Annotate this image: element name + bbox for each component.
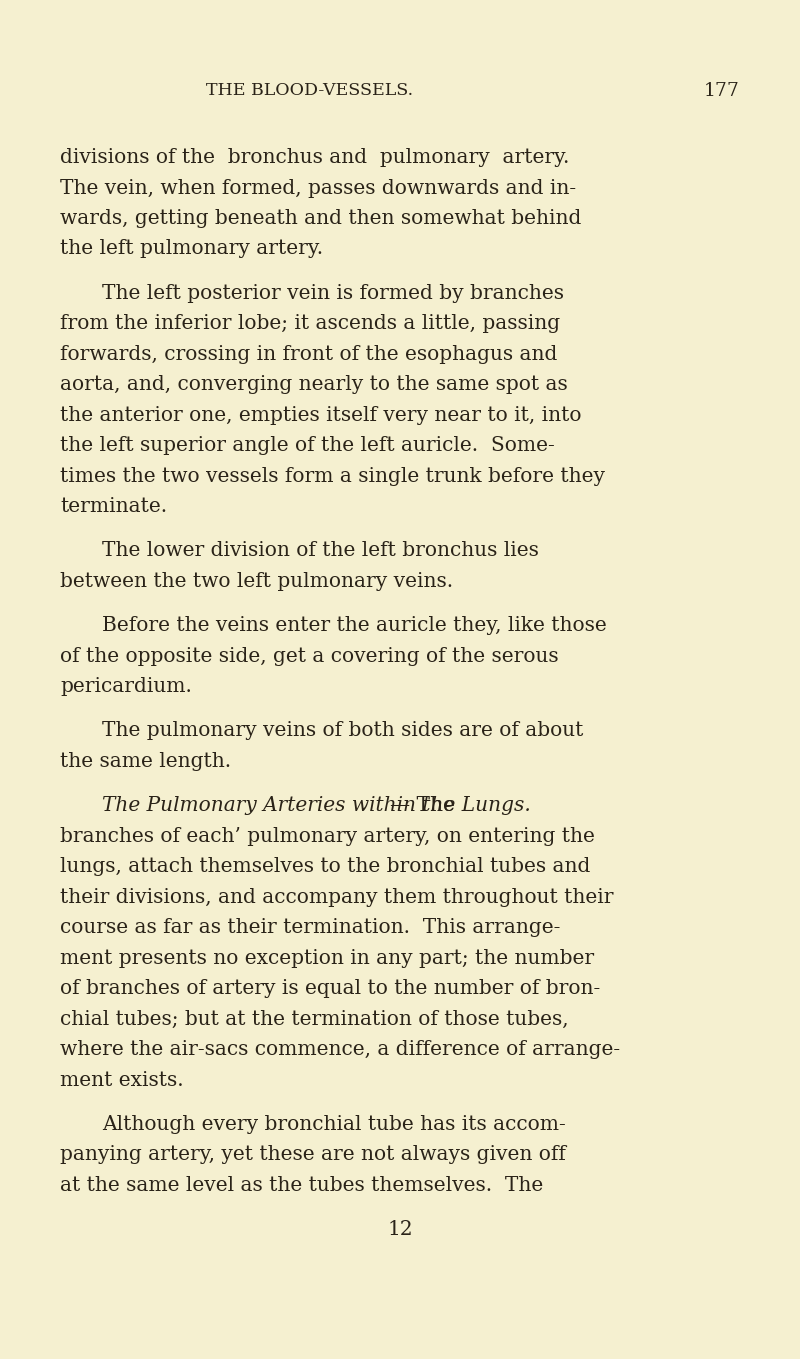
- Text: The Pulmonary Arteries within the Lungs.: The Pulmonary Arteries within the Lungs.: [102, 796, 530, 815]
- Text: times the two vessels form a single trunk before they: times the two vessels form a single trun…: [60, 466, 605, 485]
- Text: course as far as their termination.  This arrange-: course as far as their termination. This…: [60, 919, 560, 938]
- Text: of branches of artery is equal to the number of bron-: of branches of artery is equal to the nu…: [60, 978, 600, 998]
- Text: 12: 12: [387, 1220, 413, 1239]
- Text: terminate.: terminate.: [60, 497, 167, 516]
- Text: aorta, and, converging nearly to the same spot as: aorta, and, converging nearly to the sam…: [60, 375, 568, 394]
- Text: of the opposite side, get a covering of the serous: of the opposite side, get a covering of …: [60, 647, 558, 666]
- Text: Although every bronchial tube has its accom-: Although every bronchial tube has its ac…: [102, 1114, 566, 1133]
- Text: pericardium.: pericardium.: [60, 677, 192, 696]
- Text: — The: — The: [390, 796, 455, 815]
- Text: between the two left pulmonary veins.: between the two left pulmonary veins.: [60, 572, 453, 591]
- Text: branches of each’ pulmonary artery, on entering the: branches of each’ pulmonary artery, on e…: [60, 826, 595, 845]
- Text: The vein, when formed, passes downwards and in-: The vein, when formed, passes downwards …: [60, 178, 576, 197]
- Text: the left superior angle of the left auricle.  Some-: the left superior angle of the left auri…: [60, 436, 554, 455]
- Text: where the air-sacs commence, a difference of arrange-: where the air-sacs commence, a differenc…: [60, 1040, 620, 1059]
- Text: the same length.: the same length.: [60, 752, 231, 771]
- Text: 177: 177: [704, 82, 740, 101]
- Text: the left pulmonary artery.: the left pulmonary artery.: [60, 239, 323, 258]
- Text: ment exists.: ment exists.: [60, 1071, 184, 1090]
- Text: THE BLOOD-VESSELS.: THE BLOOD-VESSELS.: [206, 82, 414, 99]
- Text: chial tubes; but at the termination of those tubes,: chial tubes; but at the termination of t…: [60, 1010, 569, 1029]
- Text: divisions of the  bronchus and  pulmonary  artery.: divisions of the bronchus and pulmonary …: [60, 148, 570, 167]
- Text: lungs, attach themselves to the bronchial tubes and: lungs, attach themselves to the bronchia…: [60, 858, 590, 877]
- Text: The left posterior vein is formed by branches: The left posterior vein is formed by bra…: [102, 284, 564, 303]
- Text: forwards, crossing in front of the esophagus and: forwards, crossing in front of the esoph…: [60, 345, 558, 364]
- Text: from the inferior lobe; it ascends a little, passing: from the inferior lobe; it ascends a lit…: [60, 314, 560, 333]
- Text: Before the veins enter the auricle they, like those: Before the veins enter the auricle they,…: [102, 616, 606, 635]
- Text: The lower division of the left bronchus lies: The lower division of the left bronchus …: [102, 541, 539, 560]
- Text: ment presents no exception in any part; the number: ment presents no exception in any part; …: [60, 949, 594, 968]
- Text: the anterior one, empties itself very near to it, into: the anterior one, empties itself very ne…: [60, 406, 582, 425]
- Text: their divisions, and accompany them throughout their: their divisions, and accompany them thro…: [60, 887, 614, 906]
- Text: at the same level as the tubes themselves.  The: at the same level as the tubes themselve…: [60, 1176, 543, 1195]
- Text: wards, getting beneath and then somewhat behind: wards, getting beneath and then somewhat…: [60, 209, 582, 228]
- Text: The pulmonary veins of both sides are of about: The pulmonary veins of both sides are of…: [102, 722, 583, 741]
- Text: panying artery, yet these are not always given off: panying artery, yet these are not always…: [60, 1146, 566, 1165]
